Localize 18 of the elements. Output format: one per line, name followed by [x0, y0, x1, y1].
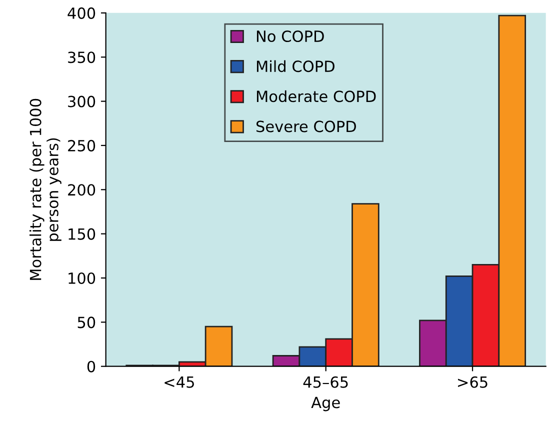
legend-label: Severe COPD [256, 120, 356, 132]
x-tick-label: <45 [164, 376, 194, 388]
y-tick-label: 250 [68, 140, 96, 152]
y-tick-label: 200 [68, 184, 96, 196]
y-tick-label: 0 [87, 360, 96, 372]
y-tick-label: 350 [68, 52, 96, 64]
y-tick-label: 50 [78, 316, 96, 328]
x-tick-label: >65 [458, 376, 488, 388]
y-tick-label: 400 [68, 7, 96, 19]
y-tick-label: 100 [68, 272, 96, 284]
legend-label: No COPD [256, 30, 324, 42]
legend-label: Mild COPD [256, 60, 334, 72]
legend-label: Moderate COPD [256, 90, 376, 102]
x-tick-label: 45–65 [303, 376, 348, 388]
y-tick-label: 150 [68, 228, 96, 240]
y-tick-label: 300 [68, 96, 96, 108]
x-axis-title: Age [311, 396, 340, 412]
y-axis-title: Mortality rate (per 1000 person years) [29, 98, 62, 280]
